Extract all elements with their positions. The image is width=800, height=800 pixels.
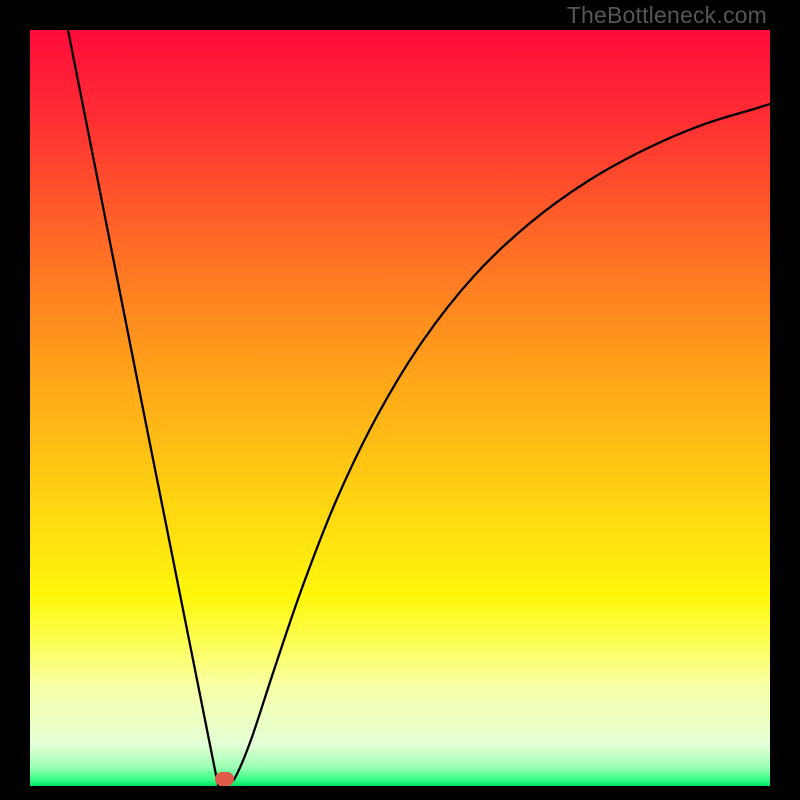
border-left (0, 0, 30, 800)
plot-area (30, 30, 770, 786)
watermark-text: TheBottleneck.com (567, 4, 767, 27)
border-bottom (0, 786, 800, 800)
optimum-marker (215, 772, 234, 786)
chart-frame: TheBottleneck.com (0, 0, 800, 800)
bottleneck-curve (30, 30, 770, 786)
border-right (770, 0, 800, 800)
